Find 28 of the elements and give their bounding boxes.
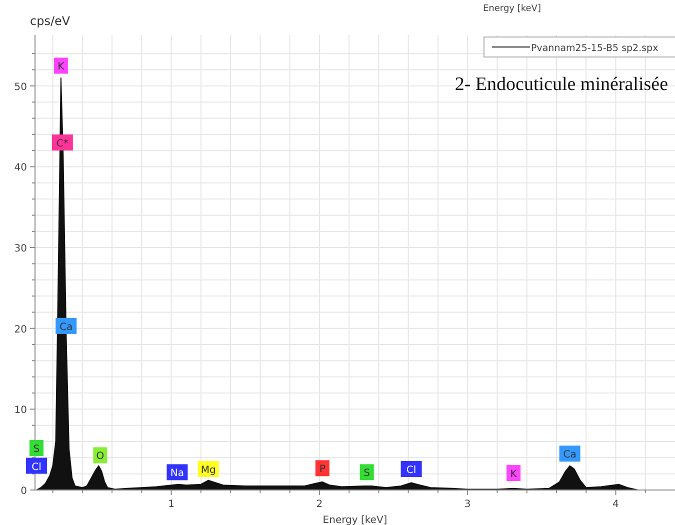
annotation: K	[510, 469, 518, 480]
text: Energy [keV]	[483, 4, 541, 14]
y-tick-label: 10	[14, 405, 27, 416]
x-tick-label: 4	[612, 499, 619, 510]
annotation: Cl	[32, 462, 42, 473]
y-tick-label: 50	[14, 82, 27, 93]
y-tick-label: 40	[14, 162, 27, 174]
x-tick-label: 2	[316, 499, 323, 510]
x-axis-title: Energy [keV]	[322, 515, 388, 525]
annotation: Na	[170, 468, 184, 480]
x-tick-label: 1	[168, 499, 174, 510]
y-axis-title: cps/eV	[30, 14, 71, 28]
annotation: P	[319, 464, 326, 476]
annotation: C*	[56, 138, 68, 150]
annotation: S	[33, 444, 40, 455]
annotation: O	[96, 451, 104, 462]
y-tick-label: 30	[14, 244, 27, 255]
annotation: K	[58, 62, 65, 73]
text: 2- Endocuticule minéralisée	[454, 74, 668, 95]
x-tick-label: 3	[464, 499, 471, 510]
annotation: Ca	[60, 322, 73, 333]
annotation: S	[364, 468, 370, 480]
annotation: Cl	[406, 464, 416, 476]
annotation: Ca	[563, 450, 576, 461]
y-tick-label: 0	[20, 486, 27, 497]
annotation: Mg	[200, 464, 216, 476]
y-tick-label: 20	[14, 324, 27, 336]
legend-label: Pvannam25-15-B5 sp2.spx	[531, 43, 659, 54]
